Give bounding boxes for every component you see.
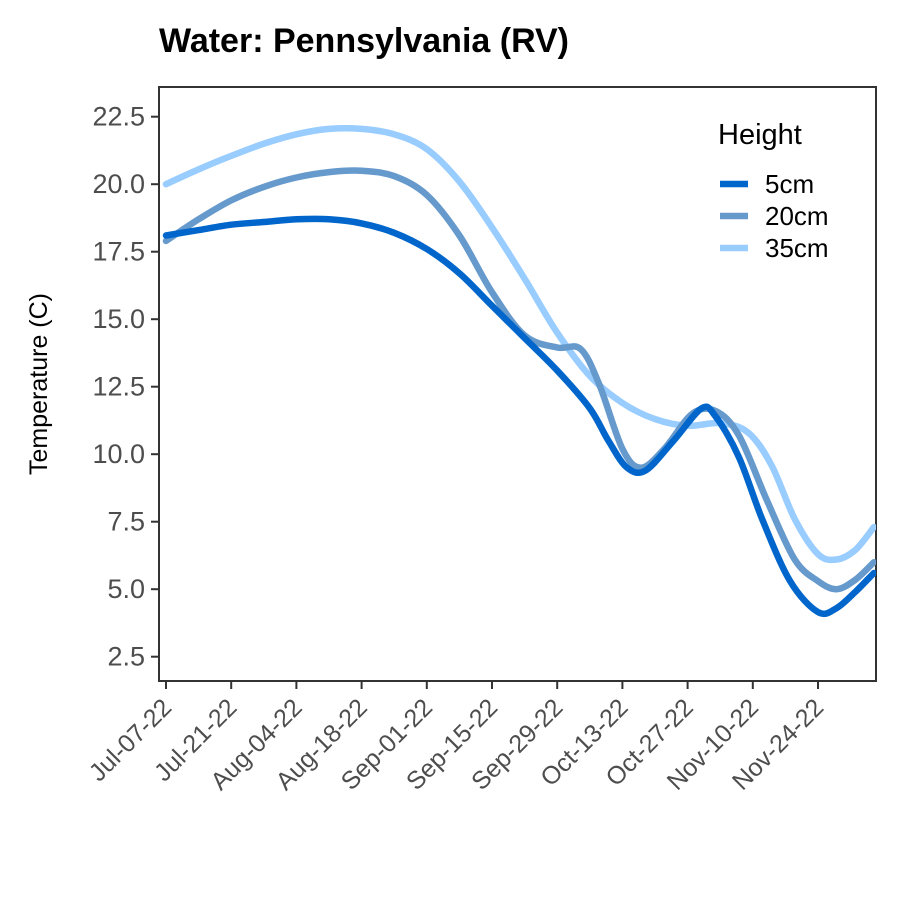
x-axis: Jul-07-22Jul-21-22Aug-04-22Aug-18-22Sep-… bbox=[84, 681, 829, 796]
y-tick-label: 12.5 bbox=[92, 372, 145, 402]
legend-label: 35cm bbox=[765, 233, 829, 263]
legend-label: 5cm bbox=[765, 169, 814, 199]
legend-title: Height bbox=[718, 119, 802, 151]
y-tick-label: 22.5 bbox=[92, 102, 145, 132]
legend-label: 20cm bbox=[765, 201, 829, 231]
series-line-20cm bbox=[162, 167, 876, 593]
series-line-5cm bbox=[162, 215, 876, 618]
y-tick-label: 15.0 bbox=[92, 304, 145, 334]
y-tick-label: 17.5 bbox=[92, 237, 145, 267]
y-axis: 2.5 5.0 7.5 10.0 12.5 15.0 17.5 20.0 22.5 bbox=[92, 102, 159, 672]
y-tick-label: 2.5 bbox=[107, 642, 145, 672]
plot-panel-border bbox=[158, 86, 877, 682]
y-axis-title: Temperature (C) bbox=[25, 293, 53, 475]
chart-title: Water: Pennsylvania (RV) bbox=[159, 22, 569, 60]
y-tick-label: 5.0 bbox=[107, 574, 145, 604]
y-tick-label: 20.0 bbox=[92, 169, 145, 199]
series-layer bbox=[162, 124, 876, 618]
y-tick-label: 7.5 bbox=[107, 507, 145, 537]
series-line-35cm bbox=[162, 124, 876, 564]
y-tick-label: 10.0 bbox=[92, 439, 145, 469]
